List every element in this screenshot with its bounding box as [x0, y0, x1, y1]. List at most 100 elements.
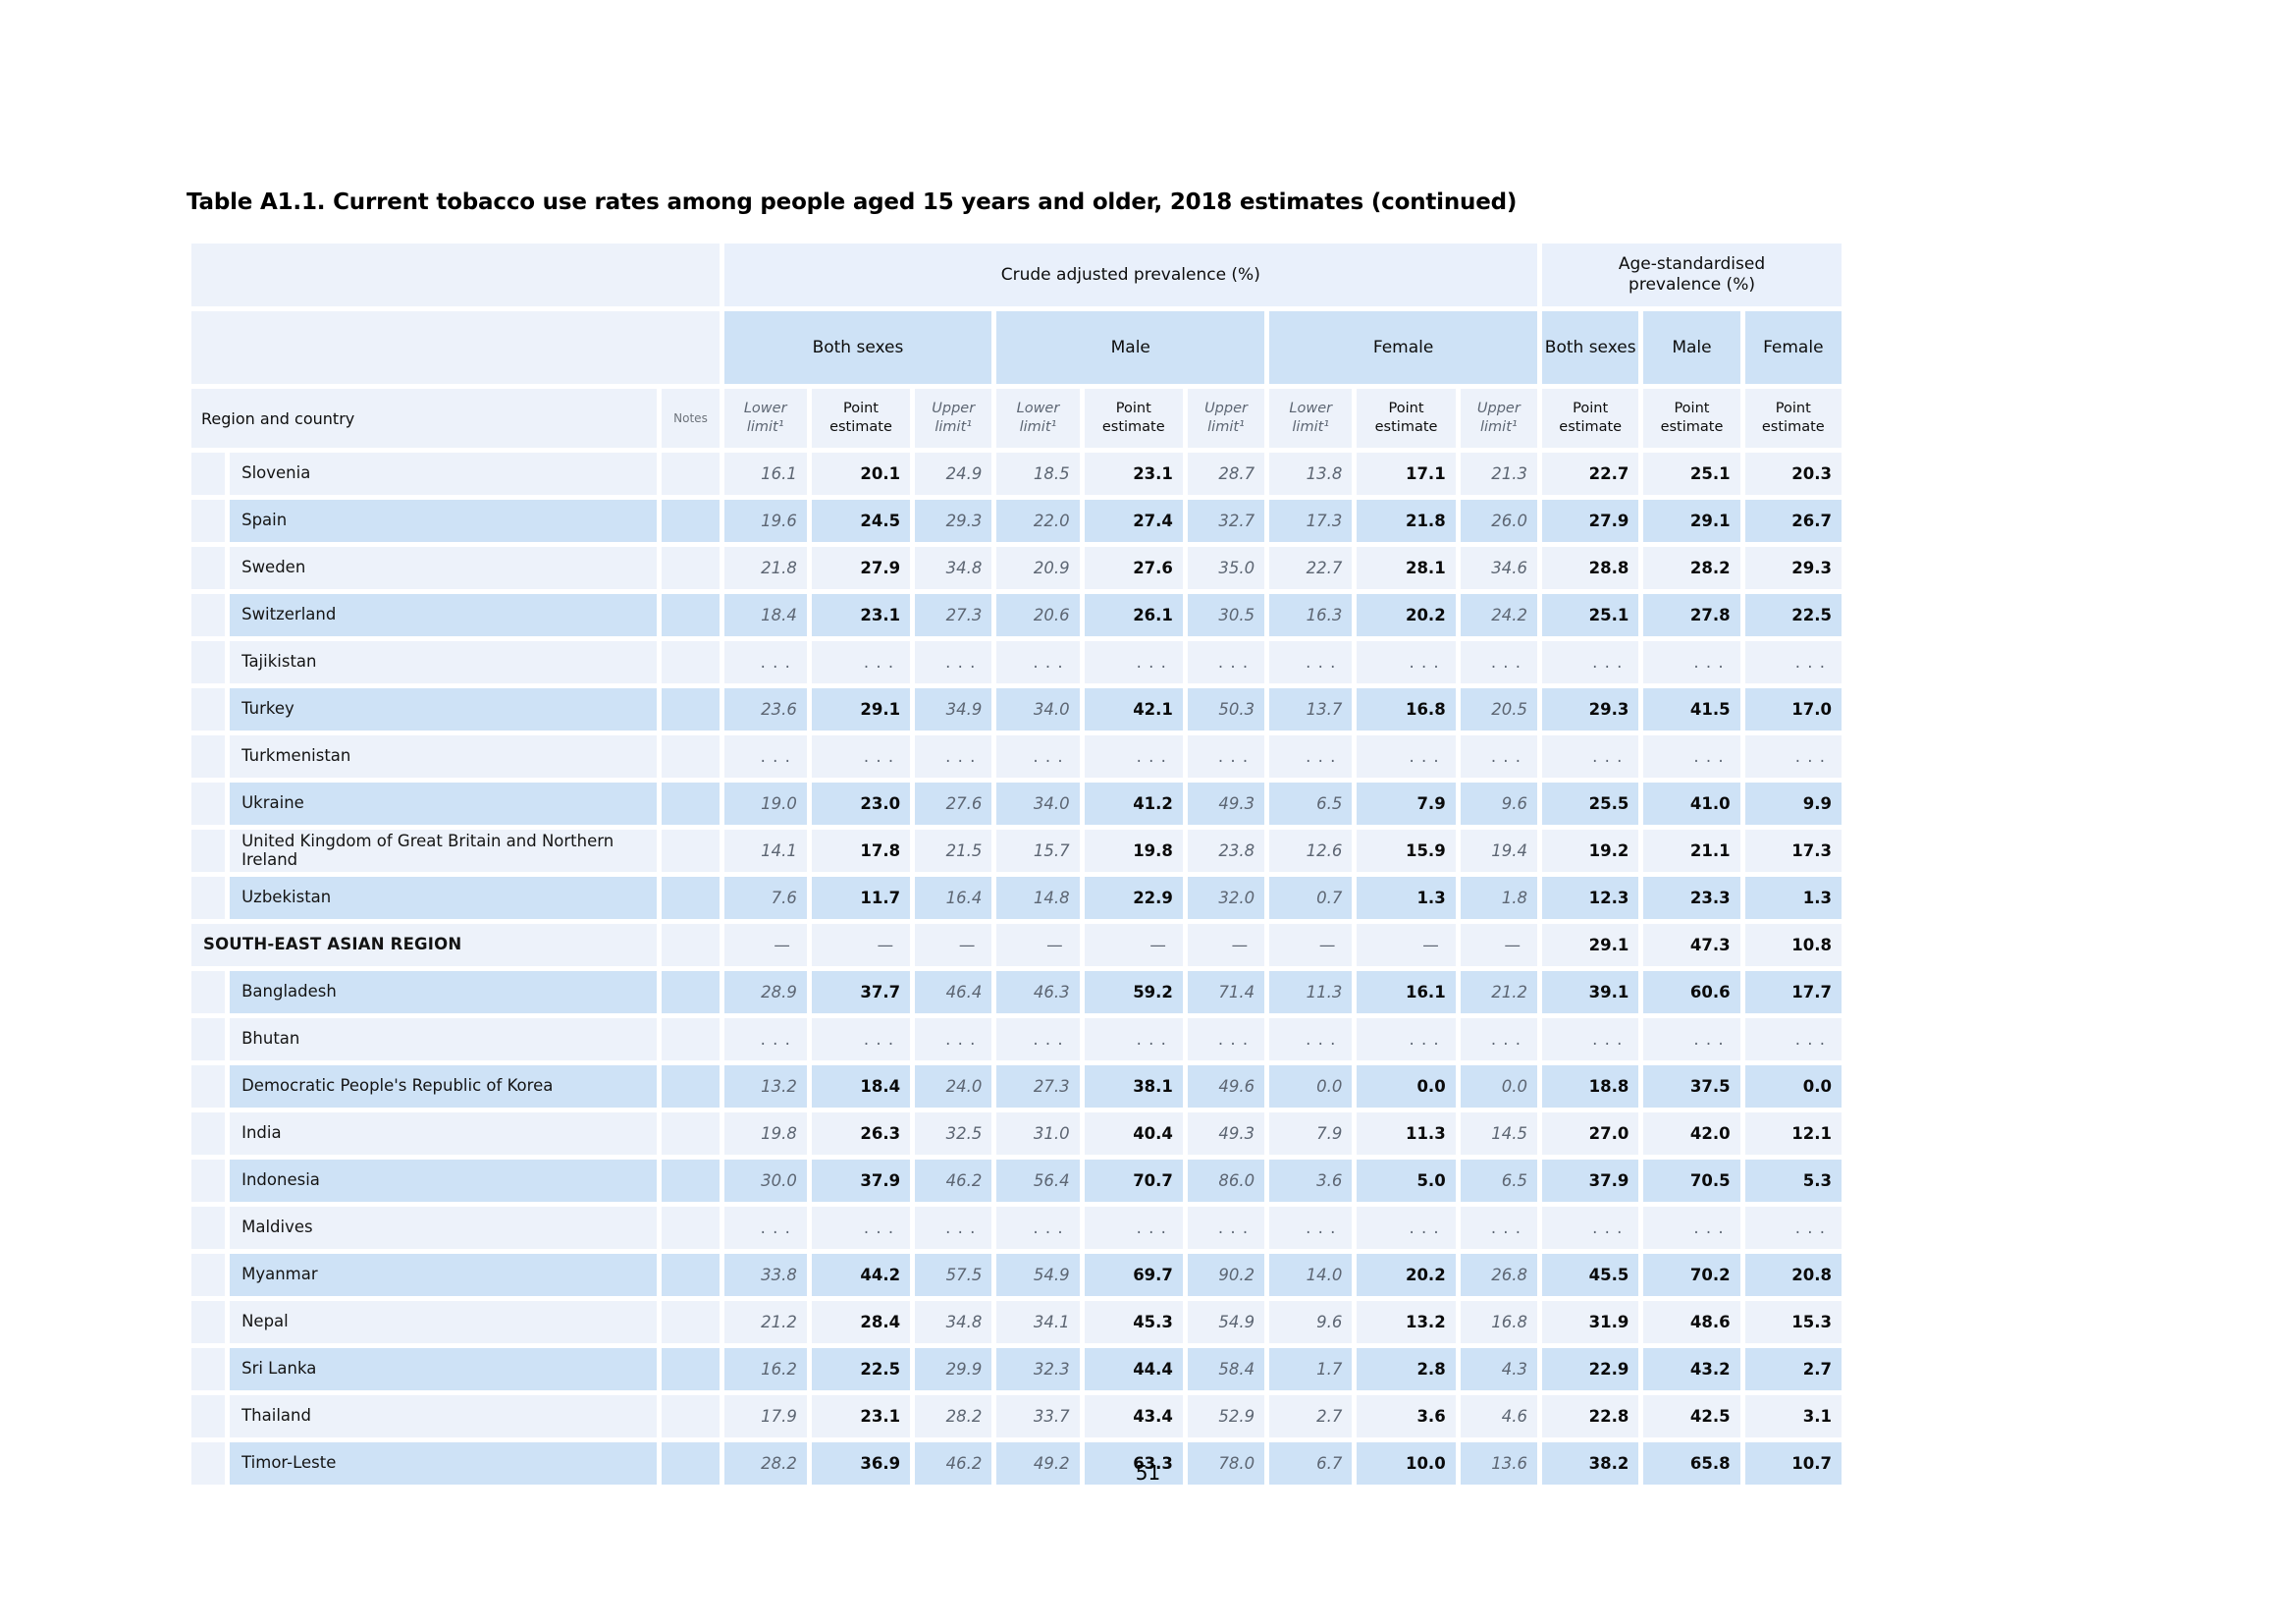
- value-cell: 63.3: [1084, 1442, 1183, 1485]
- value-cell: . . .: [1744, 735, 1842, 778]
- value-cell: —: [811, 924, 911, 966]
- value-cell: . . .: [1542, 735, 1639, 778]
- lower-limit-header: Lower limit¹: [996, 389, 1080, 448]
- value-cell: 6.5: [1460, 1160, 1538, 1202]
- value-cell: 16.1: [1357, 971, 1456, 1013]
- value-cell: 26.0: [1460, 500, 1538, 542]
- value-cell: —: [1187, 924, 1265, 966]
- upper-limit-header: Upper limit¹: [1187, 389, 1265, 448]
- value-cell: 20.2: [1357, 594, 1456, 636]
- value-cell: 45.5: [1542, 1254, 1639, 1296]
- country-name-cell: Maldives: [230, 1207, 658, 1249]
- value-cell: 21.3: [1460, 453, 1538, 495]
- value-cell: 6.5: [1269, 783, 1353, 825]
- indent-cell: [191, 1207, 226, 1249]
- value-cell: 37.7: [811, 971, 911, 1013]
- notes-cell: [662, 1254, 720, 1296]
- agestd-both-sexes-header: Both sexes: [1542, 311, 1639, 384]
- value-cell: 11.3: [1357, 1112, 1456, 1155]
- country-row: Slovenia 16.1 20.1 24.9 18.5 23.1 28.7 13.8 17.1…: [191, 453, 1842, 495]
- value-cell: 7.6: [723, 877, 807, 919]
- value-cell: 2.7: [1269, 1395, 1353, 1437]
- lower-limit-header: Lower limit¹: [723, 389, 807, 448]
- value-cell: . . .: [1269, 641, 1353, 683]
- value-cell: 24.5: [811, 500, 911, 542]
- value-cell: 46.2: [915, 1160, 992, 1202]
- value-cell: 15.3: [1744, 1301, 1842, 1343]
- table-body: Slovenia 16.1 20.1 24.9 18.5 23.1 28.7 13.8 17.1…: [191, 453, 1842, 1485]
- value-cell: . . .: [915, 1207, 992, 1249]
- value-cell: 28.9: [723, 971, 807, 1013]
- value-cell: 14.8: [996, 877, 1080, 919]
- country-row: Thailand 17.9 23.1 28.2 33.7 43.4 52.9 2.7 3.6 4.…: [191, 1395, 1842, 1437]
- indent-cell: [191, 453, 226, 495]
- value-cell: 17.7: [1744, 971, 1842, 1013]
- value-cell: 59.2: [1084, 971, 1183, 1013]
- value-cell: —: [723, 924, 807, 966]
- value-cell: —: [1084, 924, 1183, 966]
- country-name-cell: Slovenia: [230, 453, 658, 495]
- value-cell: . . .: [1643, 1207, 1740, 1249]
- indent-cell: [191, 500, 226, 542]
- country-name-cell: Indonesia: [230, 1160, 658, 1202]
- crude-male-header: Male: [996, 311, 1265, 384]
- indent-cell: [191, 1160, 226, 1202]
- value-cell: . . .: [1084, 1018, 1183, 1060]
- value-cell: 13.7: [1269, 688, 1353, 731]
- country-row: India 19.8 26.3 32.5 31.0 40.4 49.3 7.9 11.3 14.5…: [191, 1112, 1842, 1155]
- value-cell: 48.6: [1643, 1301, 1740, 1343]
- value-cell: . . .: [1187, 641, 1265, 683]
- value-cell: 27.4: [1084, 500, 1183, 542]
- country-row: Tajikistan. . .. . .. . .. . .. . .. . .…: [191, 641, 1842, 683]
- notes-cell: [662, 1207, 720, 1249]
- value-cell: 37.5: [1643, 1065, 1740, 1108]
- value-cell: 17.3: [1269, 500, 1353, 542]
- value-cell: 29.3: [915, 500, 992, 542]
- crude-both-sexes-header: Both sexes: [723, 311, 992, 384]
- page-number: 51: [1135, 1461, 1161, 1485]
- upper-limit-header: Upper limit¹: [1460, 389, 1538, 448]
- value-cell: . . .: [1542, 1207, 1639, 1249]
- value-cell: —: [915, 924, 992, 966]
- notes-cell: [662, 1395, 720, 1437]
- value-cell: 1.3: [1744, 877, 1842, 919]
- agestd-female-header: Female: [1744, 311, 1842, 384]
- tobacco-table: Crude adjusted prevalence (%) Age-standa…: [187, 239, 1846, 1489]
- value-cell: 33.7: [996, 1395, 1080, 1437]
- country-row: Myanmar 33.8 44.2 57.5 54.9 69.7 90.2 14.0 20.2 2…: [191, 1254, 1842, 1296]
- indent-cell: [191, 688, 226, 731]
- value-cell: 22.5: [1744, 594, 1842, 636]
- value-cell: . . .: [1744, 1207, 1842, 1249]
- value-cell: 23.8: [1187, 830, 1265, 872]
- country-name-cell: India: [230, 1112, 658, 1155]
- value-cell: 28.7: [1187, 453, 1265, 495]
- value-cell: 6.7: [1269, 1442, 1353, 1485]
- indent-cell: [191, 877, 226, 919]
- value-cell: 71.4: [1187, 971, 1265, 1013]
- value-cell: 38.1: [1084, 1065, 1183, 1108]
- value-cell: 22.8: [1542, 1395, 1639, 1437]
- value-cell: . . .: [811, 641, 911, 683]
- value-cell: 16.8: [1357, 688, 1456, 731]
- value-cell: 34.0: [996, 783, 1080, 825]
- value-cell: 38.2: [1542, 1442, 1639, 1485]
- value-cell: 16.4: [915, 877, 992, 919]
- value-cell: 58.4: [1187, 1348, 1265, 1390]
- value-cell: 13.2: [1357, 1301, 1456, 1343]
- country-row: Maldives. . .. . .. . .. . .. . .. . .. …: [191, 1207, 1842, 1249]
- value-cell: 27.3: [996, 1065, 1080, 1108]
- value-cell: 21.1: [1643, 830, 1740, 872]
- value-cell: 0.0: [1269, 1065, 1353, 1108]
- lower-limit-header: Lower limit¹: [1269, 389, 1353, 448]
- value-cell: 44.2: [811, 1254, 911, 1296]
- country-row: Turkey 23.6 29.1 34.9 34.0 42.1 50.3 13.7 16.8 20…: [191, 688, 1842, 731]
- value-cell: 0.7: [1269, 877, 1353, 919]
- indent-cell: [191, 1018, 226, 1060]
- value-cell: . . .: [1643, 735, 1740, 778]
- value-cell: 16.8: [1460, 1301, 1538, 1343]
- region-name-cell: SOUTH-EAST ASIAN REGION: [191, 924, 658, 966]
- value-cell: 52.9: [1187, 1395, 1265, 1437]
- age-standardised-band-header: Age-standardised prevalence (%): [1542, 244, 1842, 306]
- value-cell: 22.7: [1269, 547, 1353, 589]
- country-row: United Kingdom of Great Britain and Nort…: [191, 830, 1842, 872]
